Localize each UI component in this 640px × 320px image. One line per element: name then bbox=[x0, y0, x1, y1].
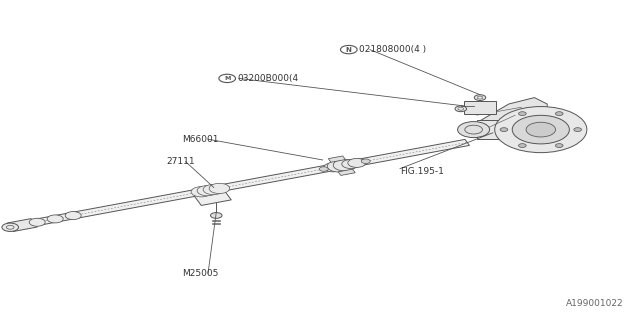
Text: N: N bbox=[346, 47, 352, 52]
Text: M25005: M25005 bbox=[182, 269, 219, 278]
Polygon shape bbox=[194, 190, 231, 205]
Circle shape bbox=[495, 107, 587, 153]
Polygon shape bbox=[458, 98, 547, 142]
Polygon shape bbox=[17, 140, 469, 228]
Circle shape bbox=[455, 106, 467, 112]
Text: FIG.195-1: FIG.195-1 bbox=[400, 167, 444, 176]
Circle shape bbox=[361, 159, 370, 164]
Polygon shape bbox=[464, 101, 496, 114]
Circle shape bbox=[191, 187, 212, 197]
Circle shape bbox=[574, 128, 582, 132]
Circle shape bbox=[512, 115, 570, 144]
Circle shape bbox=[348, 158, 365, 167]
Circle shape bbox=[2, 223, 19, 231]
Circle shape bbox=[65, 212, 81, 220]
Circle shape bbox=[197, 186, 218, 196]
Circle shape bbox=[556, 144, 563, 148]
Text: 03200B000(4: 03200B000(4 bbox=[237, 74, 299, 83]
Text: 021808000(4 ): 021808000(4 ) bbox=[359, 45, 426, 54]
Circle shape bbox=[518, 144, 526, 148]
Circle shape bbox=[474, 95, 486, 100]
Circle shape bbox=[518, 112, 526, 116]
Polygon shape bbox=[338, 169, 355, 175]
Circle shape bbox=[47, 215, 63, 223]
Circle shape bbox=[203, 184, 223, 195]
Polygon shape bbox=[328, 156, 346, 162]
Text: M66001: M66001 bbox=[182, 135, 219, 144]
Polygon shape bbox=[477, 120, 534, 139]
Circle shape bbox=[333, 159, 356, 171]
Circle shape bbox=[327, 161, 350, 172]
Circle shape bbox=[324, 163, 342, 172]
Circle shape bbox=[211, 212, 222, 218]
Circle shape bbox=[342, 160, 360, 169]
Text: A199001022: A199001022 bbox=[566, 299, 624, 308]
Circle shape bbox=[556, 112, 563, 116]
Circle shape bbox=[526, 122, 556, 137]
Circle shape bbox=[319, 167, 328, 171]
Circle shape bbox=[500, 128, 508, 132]
Circle shape bbox=[29, 218, 45, 226]
Circle shape bbox=[209, 183, 230, 194]
Circle shape bbox=[458, 122, 490, 138]
Text: 27111: 27111 bbox=[166, 157, 195, 166]
Polygon shape bbox=[7, 219, 37, 231]
Text: M: M bbox=[224, 76, 230, 81]
